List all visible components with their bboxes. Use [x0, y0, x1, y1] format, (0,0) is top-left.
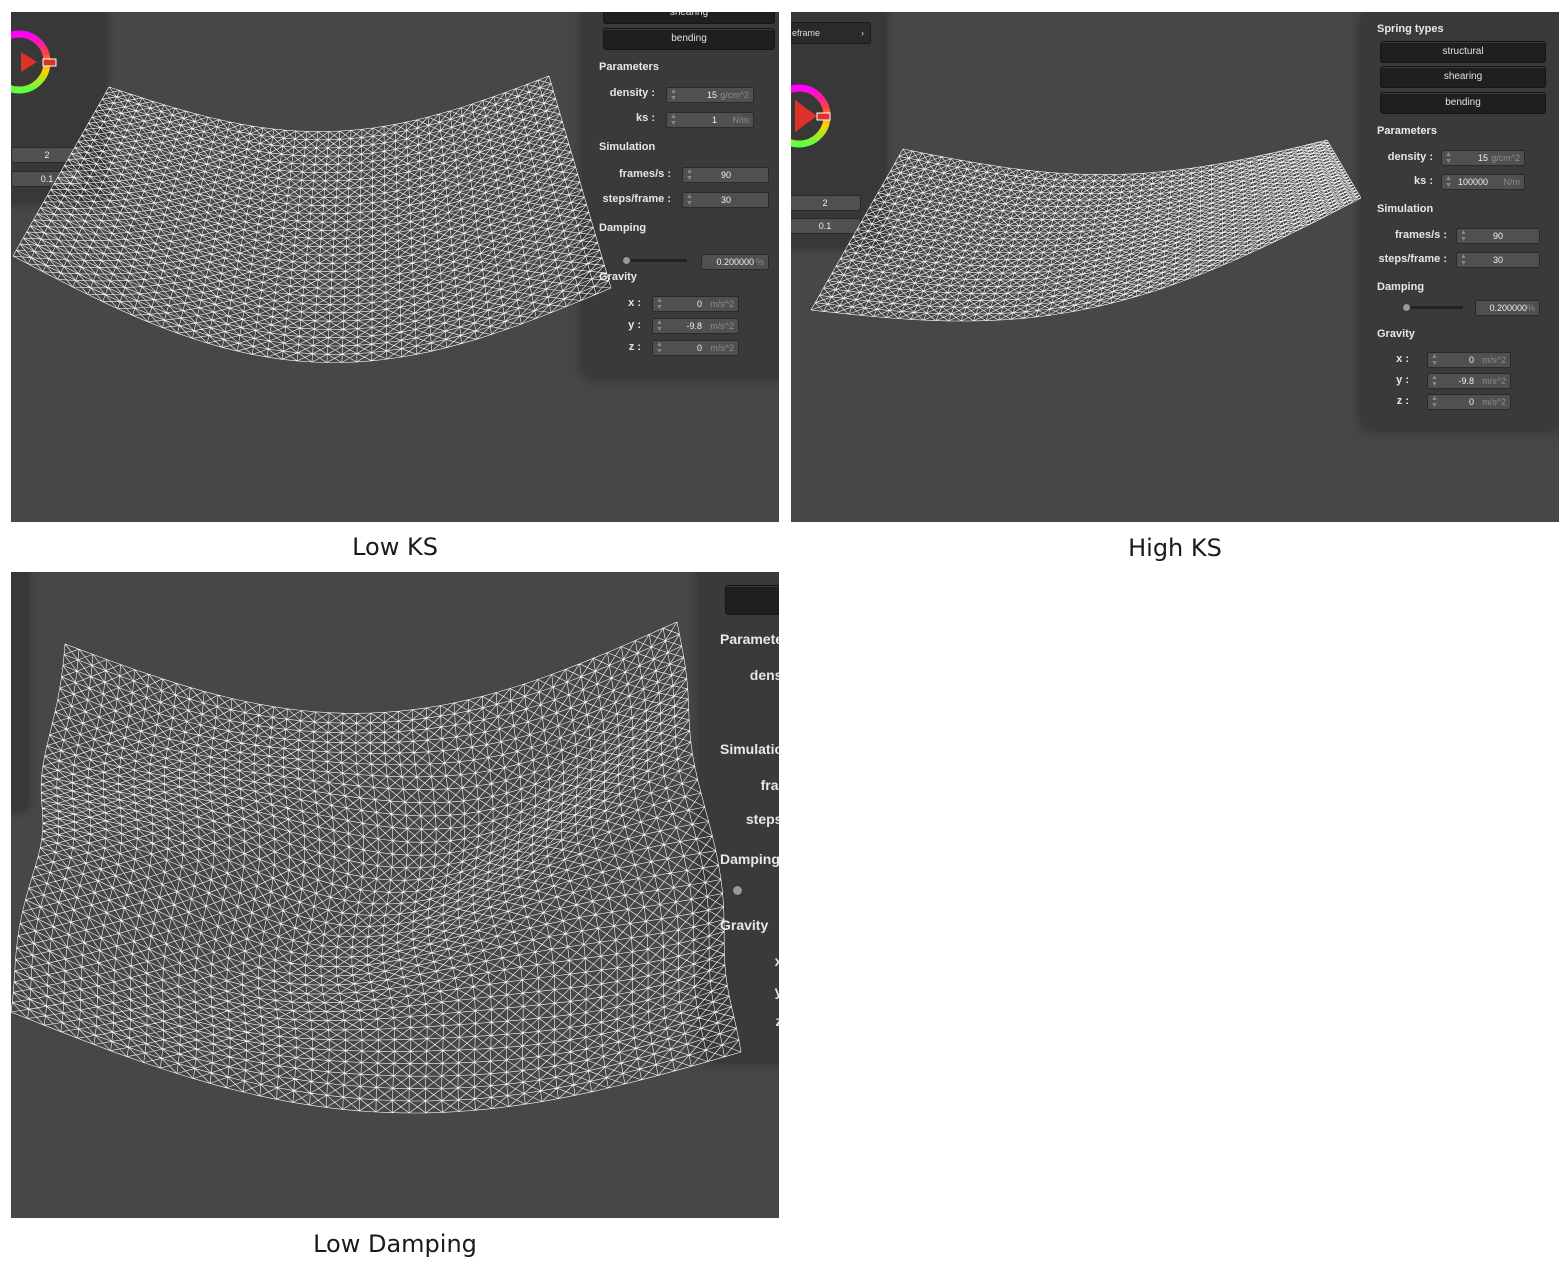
chevron-right-icon: ›: [861, 28, 864, 38]
damping-slider-knob[interactable]: [732, 885, 743, 896]
steps-label: steps/frame :: [1378, 253, 1447, 265]
left-control-panel: [11, 572, 27, 810]
gravity-y-label: y :: [774, 983, 779, 999]
gravity-x-label: x :: [1396, 353, 1409, 365]
ks-field[interactable]: ▲ ▼ 100000 N/m: [1441, 174, 1525, 190]
cloth-mesh: [12, 75, 612, 363]
fps-field[interactable]: ▲ ▼ 90: [682, 167, 769, 183]
parameters-header: Parameters: [1377, 125, 1437, 137]
parameters-header: Paramete: [720, 631, 779, 647]
settings-panel: shearing bending Parameters density : ▲ ▼…: [585, 12, 779, 376]
ks-label: ks :: [1414, 175, 1433, 187]
mesh-wireframe: [11, 621, 742, 1114]
damping-slider[interactable]: [1405, 306, 1463, 309]
color-wheel-icon[interactable]: [791, 62, 861, 162]
parameters-header: Parameters: [599, 61, 659, 73]
fps-label: frames/s :: [619, 168, 671, 180]
spring-type-button[interactable]: [725, 585, 779, 615]
damping-field[interactable]: 0.200000%: [701, 254, 769, 270]
damping-slider[interactable]: [625, 259, 687, 262]
gravity-header: Gravity: [1377, 328, 1415, 340]
gravity-x-label: x :: [628, 297, 641, 309]
left-value-field[interactable]: 0.1: [11, 171, 83, 187]
gravity-z-label: z :: [775, 1013, 779, 1029]
gravity-y-field[interactable]: ▲ ▼ -9.8 m/s^2: [1427, 373, 1511, 389]
steps-label: steps/frame :: [602, 193, 671, 205]
left-value-field[interactable]: 2: [791, 195, 861, 211]
viewport-low-damping[interactable]: Paramete densit k Simulatic fram steps/f…: [11, 572, 779, 1218]
gravity-y-label: y :: [628, 319, 641, 331]
gravity-header: Gravity: [720, 917, 769, 933]
left-value-field[interactable]: 2: [11, 147, 83, 163]
density-field[interactable]: ▲ ▼ 15 g/cm^2: [666, 87, 754, 103]
steps-field[interactable]: ▲ ▼ 30: [682, 192, 769, 208]
viewport-low-ks[interactable]: 2 0.1 shearing bending Parameters densit…: [11, 12, 779, 522]
fps-label: fram: [760, 777, 779, 793]
damping-header: Damping: [1377, 281, 1425, 293]
damping-slider-knob[interactable]: [1402, 303, 1411, 312]
settings-panel: Spring types structural shearing bending…: [1363, 12, 1559, 428]
fps-field[interactable]: ▲ ▼ 90: [1456, 228, 1540, 244]
density-label: density :: [1387, 151, 1433, 163]
damping-header: Damping: [720, 851, 779, 867]
steps-label: steps/f: [745, 811, 779, 827]
mode-dropdown[interactable]: eframe ›: [791, 22, 871, 44]
simulation-header: Simulation: [599, 141, 656, 153]
left-control-panel: 2 0.1: [11, 12, 105, 202]
shearing-button[interactable]: shearing: [1380, 66, 1546, 88]
shearing-button[interactable]: shearing: [603, 12, 775, 24]
gravity-x-field[interactable]: ▲ ▼ 0 m/s^2: [1427, 352, 1511, 368]
damping-slider-knob[interactable]: [622, 256, 631, 265]
cloth-mesh: [11, 621, 742, 1114]
ks-label: ks :: [636, 112, 655, 124]
gravity-y-field[interactable]: ▲ ▼ -9.8 m/s^2: [652, 318, 739, 334]
bending-button[interactable]: bending: [603, 28, 775, 50]
simulation-header: Simulatic: [720, 741, 779, 757]
gravity-z-label: z :: [1396, 395, 1409, 407]
caption-low-ks: Low KS: [352, 533, 438, 561]
gravity-x-label: x :: [774, 953, 779, 969]
steps-field[interactable]: ▲ ▼ 30: [1456, 252, 1540, 268]
gravity-x-field[interactable]: ▲ ▼ 0 m/s^2: [652, 296, 739, 312]
caption-low-damping: Low Damping: [313, 1230, 477, 1258]
mesh-wireframe: [12, 75, 612, 363]
gravity-z-label: z :: [628, 341, 641, 353]
damping-field[interactable]: 0.200000%: [1475, 300, 1540, 316]
damping-header: Damping: [599, 222, 647, 234]
density-field[interactable]: ▲ ▼ 15 g/cm^2: [1441, 150, 1525, 166]
gravity-y-label: y :: [1396, 374, 1409, 386]
color-wheel-icon[interactable]: [11, 12, 81, 102]
structural-button[interactable]: structural: [1380, 41, 1546, 63]
left-value-field[interactable]: 0.1: [791, 218, 861, 234]
bending-button[interactable]: bending: [1380, 92, 1546, 114]
spring-types-header: Spring types: [1377, 23, 1444, 35]
simulation-header: Simulation: [1377, 203, 1434, 215]
mesh-wireframe: [810, 139, 1362, 322]
fps-label: frames/s :: [1395, 229, 1447, 241]
ks-field[interactable]: ▲ ▼ 1 N/m: [666, 112, 754, 128]
density-label: densit: [749, 667, 779, 683]
gravity-z-field[interactable]: ▲ ▼ 0 m/s^2: [1427, 394, 1511, 410]
cloth-mesh: [810, 139, 1362, 322]
settings-panel: Paramete densit k Simulatic fram steps/f…: [701, 572, 779, 1060]
gravity-z-field[interactable]: ▲ ▼ 0 m/s^2: [652, 340, 739, 356]
caption-high-ks: High KS: [1128, 534, 1222, 562]
viewport-high-ks[interactable]: eframe › 2 0.1 Spring types structural s…: [791, 12, 1559, 522]
density-label: density :: [609, 87, 655, 99]
